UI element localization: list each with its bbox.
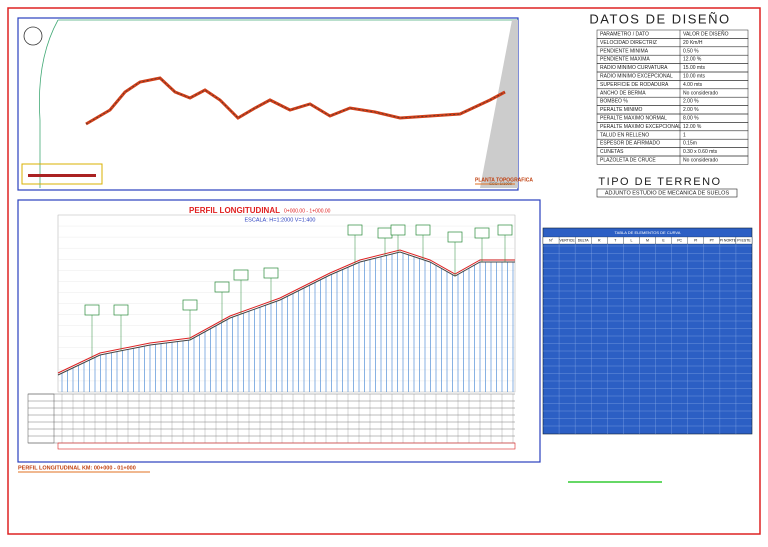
curve-marker [263, 267, 279, 279]
curve-table-title: TABLA DE ELEMENTOS DE CURVA [615, 230, 681, 235]
curve-header: N° [549, 238, 554, 242]
curve-marker [84, 304, 100, 316]
curve-marker [474, 227, 490, 239]
design-param: PLAZOLETA DE CRUCE [600, 158, 656, 164]
plan-frame [17, 17, 519, 191]
design-param: RADIO MINIMO EXCEPCIONAL [600, 74, 673, 80]
design-value: 10.00 mts [683, 74, 705, 80]
design-value: 15.00 mts [683, 65, 705, 71]
design-row [596, 155, 749, 165]
north-arrow [23, 26, 43, 46]
design-param: SUPERFICIE DE RODADURA [600, 82, 669, 88]
design-value: 8.00 % [683, 116, 699, 122]
road-axis [85, 77, 506, 125]
design-param: PERALTE MAXIMO NORMAL [600, 116, 667, 122]
plan-boundary [39, 19, 59, 188]
profile-frame [17, 199, 541, 463]
design-value: VALOR DE DISEÑO [683, 31, 729, 38]
terrain-box [596, 188, 738, 198]
design-param: PERALTE MAXIMO EXCEPCIONAL [600, 124, 681, 130]
curve-header: PI ESTE [737, 238, 751, 242]
design-value: 12.00 % [683, 124, 702, 130]
profile-title: PERFIL LONGITUDINAL [189, 206, 280, 215]
design-param: CUNETAS [600, 149, 624, 155]
curve-marker [214, 281, 230, 293]
design-param: PENDIENTE MINIMA [600, 48, 649, 54]
design-param: ESPESOR DE AFIRMADO [600, 141, 660, 147]
design-value: 4.00 mts [683, 82, 703, 88]
design-param: RADIO MINIMO CURVATURA [600, 65, 668, 71]
design-param: PARAMETRO / DATO [600, 32, 649, 38]
design-value: 12.00 % [683, 57, 702, 63]
design-param: VELOCIDAD DIRECTRIZ [600, 40, 657, 46]
curve-marker [497, 224, 513, 236]
curve-header: T [614, 238, 617, 242]
profile-scale: ESCALA: H=1:2000 V=1:400 [245, 217, 316, 223]
design-title: DATOS DE DISEÑO [589, 11, 730, 26]
curve-header: E [662, 238, 665, 242]
terrain-note: ADJUNTO ESTUDIO DE MECANICA DE SUELOS [605, 190, 730, 196]
curve-header: PT [710, 238, 715, 242]
curve-marker [182, 299, 198, 311]
curve-header: DELTA [578, 238, 589, 242]
curve-header: R [598, 238, 601, 242]
curve-marker [377, 227, 393, 239]
design-value: 20 Km/H [683, 40, 703, 46]
curve-marker [415, 224, 431, 236]
curve-header: PC [677, 238, 682, 242]
design-value: 0.15m [683, 141, 697, 147]
design-value: No considerado [683, 158, 718, 164]
curve-header: M [646, 238, 649, 242]
design-value: 1 [683, 132, 686, 138]
plan-title: PLANTA TOPOGRAFICA [475, 177, 533, 183]
curve-marker [233, 269, 249, 281]
design-value: 0.30 x 0.60 mts [683, 149, 718, 155]
design-value: 2.00 % [683, 99, 699, 105]
design-param: TALUD EN RELLENO [600, 132, 649, 138]
design-param: PERALTE MINIMO [600, 107, 643, 113]
band-red [57, 442, 516, 450]
design-param: ANCHO DE BERMA [600, 90, 646, 96]
curve-header-cell [735, 236, 753, 245]
curve-table [542, 227, 753, 435]
plan-shade [480, 20, 518, 188]
design-param: PENDIENTE MAXIMA [600, 57, 650, 63]
band-labels [27, 393, 55, 444]
curve-marker [113, 304, 129, 316]
curve-marker [390, 224, 406, 236]
design-param: BOMBEO % [600, 99, 628, 105]
sheet-border [7, 7, 761, 535]
curve-header: PI NORTE [720, 238, 737, 242]
scale-bar [28, 174, 96, 177]
design-value: 0.50 % [683, 48, 699, 54]
curve-header: L [630, 238, 632, 242]
terrain-title: TIPO DE TERRENO [598, 176, 721, 188]
curve-marker [447, 231, 463, 243]
profile-range: 0+000.00 - 1+000.00 [284, 208, 331, 214]
design-value: 2.00 % [683, 107, 699, 113]
legend-box [21, 163, 103, 185]
curve-header: PI [694, 238, 697, 242]
curve-marker [347, 224, 363, 236]
profile-footer: PERFIL LONGITUDINAL KM: 00+000 - 01+000 [18, 465, 136, 471]
curve-header: VERTICE [560, 238, 576, 242]
design-value: No considerado [683, 90, 718, 96]
